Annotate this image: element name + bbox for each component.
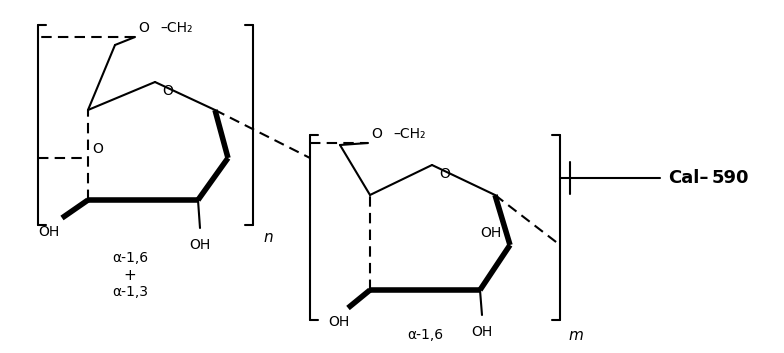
- Text: –CH₂: –CH₂: [160, 21, 193, 35]
- Text: OH: OH: [480, 226, 501, 240]
- Text: O: O: [138, 21, 149, 35]
- Text: –CH₂: –CH₂: [393, 127, 426, 141]
- Text: Cal–: Cal–: [668, 169, 709, 187]
- Text: α-1,6: α-1,6: [407, 328, 443, 342]
- Text: α-1,3: α-1,3: [112, 285, 148, 299]
- Text: O: O: [162, 84, 173, 98]
- Text: α-1,6: α-1,6: [112, 251, 148, 265]
- Text: OH: OH: [328, 315, 349, 329]
- Text: m: m: [568, 328, 583, 343]
- Text: O: O: [92, 142, 103, 156]
- Text: +: +: [124, 268, 136, 282]
- Text: O: O: [439, 167, 450, 181]
- Text: OH: OH: [471, 325, 492, 339]
- Text: OH: OH: [190, 238, 211, 252]
- Text: O: O: [371, 127, 382, 141]
- Text: OH: OH: [38, 225, 60, 239]
- Text: n: n: [263, 230, 273, 245]
- Text: 590: 590: [712, 169, 750, 187]
